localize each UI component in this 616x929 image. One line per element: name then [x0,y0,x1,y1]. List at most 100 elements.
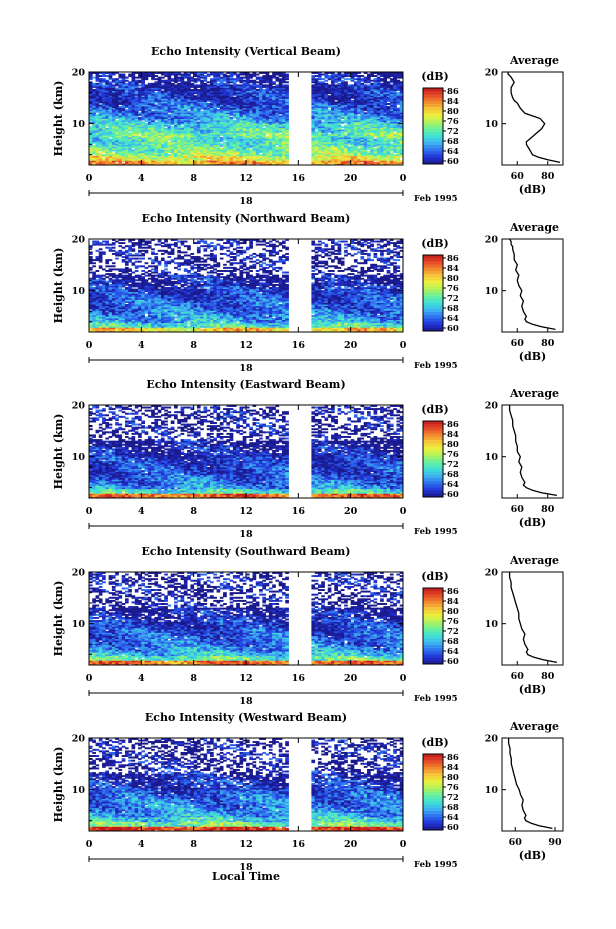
heatmap-cell [325,80,329,82]
heatmap-cell [266,84,270,86]
heatmap-cell [171,126,175,128]
heatmap-cell [151,83,155,85]
heatmap-cell [132,150,136,152]
heatmap-cell [249,150,253,152]
heatmap-cell [92,145,96,147]
heatmap-cell [311,75,315,77]
heatmap-cell [285,81,289,83]
panel-title: Echo Intensity (Vertical Beam) [151,45,341,58]
heatmap-cell [315,78,319,80]
heatmap-cell [318,81,322,83]
heatmap-cell [92,83,96,85]
heatmap-cell [390,84,394,86]
heatmap-cell [259,154,263,156]
heatmap-cell [351,100,355,102]
heatmap-cell [233,78,237,80]
heatmap-cell [325,83,329,85]
heatmap-cell [200,111,204,113]
heatmap-cell [151,111,155,113]
heatmap-cell [109,139,113,141]
heatmap-cell [266,136,270,138]
heatmap-cell [145,84,149,86]
heatmap-cell [125,83,129,85]
heatmap-cell [374,148,378,150]
heatmap-cell [256,84,260,86]
heatmap-cell [390,143,394,145]
heatmap-cell [223,142,227,144]
heatmap-cell [168,142,172,144]
heatmap-cell [138,84,142,86]
heatmap-cell [217,83,221,85]
heatmap-cell [275,77,279,79]
heatmap-cell [99,153,103,155]
heatmap-cell [164,80,168,82]
heatmap-cell [275,84,279,86]
heatmap-cell [262,75,266,77]
heatmap-cell [341,80,345,82]
heatmap-cell [236,84,240,86]
heatmap-cell [311,84,315,86]
heatmap-cell [249,80,253,82]
heatmap-cell [200,80,204,82]
heatmap-cell [171,78,175,80]
heatmap-cell [203,75,207,77]
heatmap-cell [197,122,201,124]
heatmap-cell [220,137,224,139]
heatmap-cell [374,78,378,80]
heatmap-cell [141,122,145,124]
heatmap-cell [125,80,129,82]
heatmap-cell [161,91,165,93]
heatmap-cell [171,83,175,85]
heatmap-cell [197,89,201,91]
heatmap-cell [367,74,371,76]
heatmap-cell [161,77,165,79]
heatmap-cell [256,81,260,83]
heatmap-cell [164,128,168,130]
heatmap-cell [233,97,237,99]
heatmap-cell [181,126,185,128]
heatmap-cell [259,77,263,79]
heatmap-cell [357,115,361,117]
heatmap-cell [354,81,358,83]
heatmap-cell [105,75,109,77]
heatmap-cell [253,80,257,82]
heatmap-cell [125,77,129,79]
heatmap-cell [341,129,345,131]
heatmap-cell [321,74,325,76]
heatmap-cell [118,80,122,82]
heatmap-cell [357,148,361,150]
heatmap-cell [272,81,276,83]
heatmap-cell [334,101,338,103]
heatmap-cell [374,139,378,141]
heatmap-cell [236,74,240,76]
heatmap-cell [285,84,289,86]
heatmap-cell [226,75,230,77]
heatmap-cell [138,80,142,82]
heatmap-cell [328,109,332,111]
heatmap-cell [269,75,273,77]
heatmap-cell [115,78,119,80]
heatmap-cell [190,89,194,91]
heatmap-cell [390,153,394,155]
heatmap-cell [203,83,207,85]
heatmap-cell [102,154,106,156]
heatmap-cell [390,78,394,80]
heatmap-cell [328,95,332,97]
heatmap-cell [112,78,116,80]
heatmap-cell [347,146,351,148]
heatmap-cell [285,74,289,76]
heatmap-cell [112,153,116,155]
heatmap-cell [347,84,351,86]
heatmap-cell [377,77,381,79]
heatmap-cell [187,111,191,113]
heatmap-cell [99,105,103,107]
heatmap-cell [135,77,139,79]
heatmap-cell [239,84,243,86]
heatmap-cell [102,159,106,161]
heatmap-cell [360,75,364,77]
heatmap-cell [223,74,227,76]
heatmap-cell [161,84,165,86]
heatmap-cell [109,81,113,83]
heatmap-cell [197,84,201,86]
heatmap-cell [138,117,142,119]
